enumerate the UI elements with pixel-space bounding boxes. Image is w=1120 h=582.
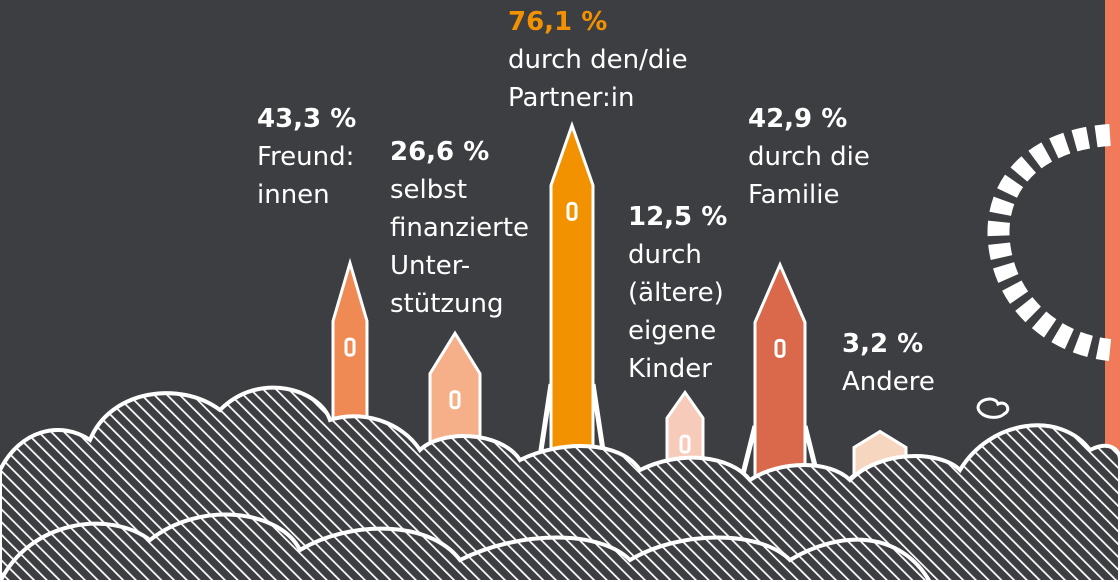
- rocket-window: [679, 434, 691, 454]
- value-label: 76,1 %: [508, 7, 608, 37]
- value-label: 43,3 %: [257, 104, 357, 134]
- rocket-window: [566, 201, 578, 221]
- rocket-window: [344, 337, 356, 357]
- category-label: durch den/die Partner:in: [508, 45, 688, 113]
- category-label: durch die Familie: [748, 142, 870, 210]
- label: 42,9 % durch die Familie: [748, 100, 870, 214]
- category-label: Andere: [842, 367, 935, 397]
- category-label: selbst finanzierte Unter- stützung: [390, 175, 530, 319]
- rocket-window: [449, 390, 461, 410]
- label: 26,6 % selbst finanzierte Unter- stützung: [390, 133, 529, 323]
- rocket: [753, 261, 807, 497]
- label: 3,2 % Andere: [842, 325, 935, 401]
- label: 76,1 % durch den/die Partner:in: [508, 3, 688, 117]
- cloud-front: [0, 512, 933, 582]
- small-cloud: [976, 397, 1010, 419]
- rocket-window: [774, 338, 786, 358]
- category-label: Freund: innen: [257, 142, 355, 210]
- value-label: 26,6 %: [390, 137, 490, 167]
- value-label: 12,5 %: [628, 202, 728, 232]
- label: 12,5 % durch (ältere) eigene Kinder: [628, 198, 727, 388]
- rocket: [549, 120, 595, 497]
- label: 43,3 % Freund: innen: [257, 100, 356, 214]
- value-label: 42,9 %: [748, 104, 848, 134]
- orbit-decoration: [987, 124, 1112, 361]
- category-label: durch (ältere) eigene Kinder: [628, 240, 724, 384]
- value-label: 3,2 %: [842, 329, 924, 359]
